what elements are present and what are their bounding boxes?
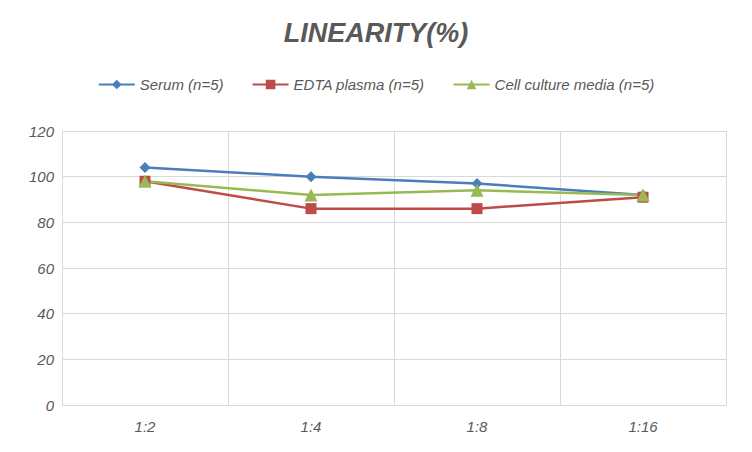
svg-text:80: 80 <box>37 214 54 231</box>
svg-text:Serum (n=5): Serum (n=5) <box>140 76 224 93</box>
svg-text:20: 20 <box>36 351 54 368</box>
svg-text:LINEARITY(%): LINEARITY(%) <box>284 18 469 48</box>
svg-text:1:16: 1:16 <box>628 418 658 435</box>
svg-text:1:2: 1:2 <box>135 418 157 435</box>
svg-text:60: 60 <box>37 260 54 277</box>
svg-text:0: 0 <box>46 397 55 414</box>
svg-text:Cell culture media (n=5): Cell culture media (n=5) <box>495 76 655 93</box>
svg-text:1:8: 1:8 <box>467 418 489 435</box>
svg-text:40: 40 <box>37 305 54 322</box>
svg-text:100: 100 <box>29 168 55 185</box>
svg-text:1:4: 1:4 <box>301 418 322 435</box>
svg-text:120: 120 <box>29 123 55 140</box>
svg-text:EDTA plasma (n=5): EDTA plasma (n=5) <box>294 76 424 93</box>
